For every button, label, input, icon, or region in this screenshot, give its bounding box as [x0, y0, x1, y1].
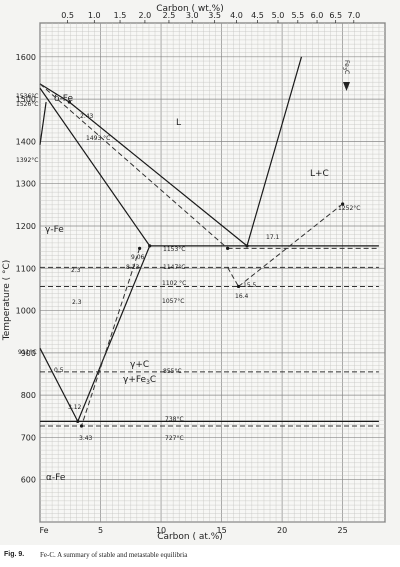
invariant-point: [226, 246, 230, 250]
top-tick-label: 0.5: [61, 11, 74, 20]
top-tick-label: 6.0: [311, 11, 324, 20]
top-tick-label: 6.5: [329, 11, 342, 20]
label-17-1: 17.1: [266, 234, 280, 241]
bottom-tick-label: 5: [98, 526, 103, 535]
label-1392c: 1392°C: [16, 157, 38, 164]
metastable-boundary-line: [81, 248, 141, 427]
label-738c: 738°C: [165, 416, 184, 423]
label-1057c: 1057°C: [162, 298, 184, 305]
label-9-06: 9.06: [131, 254, 145, 261]
label-1147c: 1147°C: [163, 264, 185, 271]
label-0-5: 0.5: [54, 367, 64, 374]
stable-boundary-line: [246, 56, 303, 247]
top-tick-label: 3.5: [208, 11, 221, 20]
caption-fig-label: Fig. 9.: [4, 551, 25, 558]
left-axis-title: Temperature ( °C): [2, 260, 12, 342]
top-tick-label: 4.5: [251, 11, 264, 20]
top-tick-label: 5.0: [272, 11, 285, 20]
gamma-graphite-label: γ+C: [130, 360, 149, 370]
axis-tick-labels: Fe 5 10 15 20 25 600 700 800 900 1000 1100 1200 1300 1…: [16, 11, 361, 535]
left-tick-label: 1400: [16, 137, 36, 146]
metastable-boundary-line: [39, 83, 228, 249]
fe3c-marker: Fe3C: [341, 60, 350, 74]
top-tick-label: 2.0: [139, 11, 152, 20]
left-tick-label: 1100: [16, 264, 36, 273]
metastable-boundary-line: [227, 267, 239, 287]
label-727c: 727°C: [165, 435, 184, 442]
invariant-point: [76, 419, 80, 423]
top-tick-label: 7.0: [347, 11, 360, 20]
bottom-tick-label: 15: [216, 526, 226, 535]
left-tick-label: 700: [21, 433, 36, 442]
stable-boundary-line: [69, 101, 248, 247]
invariant-point: [236, 284, 241, 289]
label-15-5: 15.5: [243, 282, 257, 289]
label-2-43-top: 2.43: [80, 113, 94, 120]
label-2-3-upper: 2.3: [71, 267, 81, 274]
bottom-tick-label: 25: [338, 526, 348, 535]
label-1493c: 1493 °C: [86, 135, 110, 142]
figure-caption: Fig. 9. Fe-C. A summary of stable and me…: [0, 545, 400, 567]
label-1102c: 1102 °C: [162, 280, 186, 287]
liquid-label: L: [176, 118, 181, 128]
label-8-23: 8.23: [126, 264, 140, 271]
left-tick-label: 900: [21, 349, 36, 358]
label-1536c: 1536°C: [16, 93, 38, 100]
bottom-tick-label: 20: [277, 526, 287, 535]
stable-boundary-line: [39, 87, 151, 247]
stable-boundary-line: [39, 347, 79, 422]
fe3c-arrow-icon: [343, 82, 350, 91]
left-tick-label: 1200: [16, 222, 36, 231]
label-3-12: 3.12: [68, 404, 82, 411]
left-tick-label: 600: [21, 476, 36, 485]
bottom-tick-label: Fe: [39, 526, 48, 535]
top-axis-title: Carbon ( wt.%): [156, 4, 223, 14]
invariant-point: [245, 244, 249, 248]
delta-fe-label: δ-Fe: [54, 94, 73, 104]
top-tick-label: 1.5: [114, 11, 127, 20]
invariant-point: [148, 244, 152, 248]
left-tick-label: 1600: [16, 53, 36, 62]
left-tick-label: 1300: [16, 180, 36, 189]
left-tick-label: 1000: [16, 307, 36, 316]
top-tick-label: 1.0: [88, 11, 101, 20]
left-tick-label: 800: [21, 391, 36, 400]
caption-text: Fe-C. A summary of stable and metastable…: [40, 551, 188, 559]
invariant-point: [79, 424, 84, 428]
bottom-tick-label: 10: [156, 526, 166, 535]
alpha-fe-label: α-Fe: [46, 473, 66, 483]
label-1153c: 1153°C: [163, 246, 185, 253]
phase-boundaries: [39, 56, 379, 428]
top-tick-label: 2.5: [163, 11, 176, 20]
bottom-axis-title: Carbon ( at.%): [157, 532, 223, 542]
label-16-4: 16.4: [235, 293, 249, 300]
stable-boundary-line: [39, 83, 70, 103]
top-tick-label: 5.5: [291, 11, 304, 20]
invariant-point: [138, 246, 142, 250]
label-1526c: 1526°C: [16, 101, 38, 108]
stable-boundary-line: [39, 102, 47, 145]
gamma-fe-label: γ-Fe: [45, 225, 64, 235]
liquid-graphite-label: L+C: [310, 169, 329, 179]
invariant-point: [67, 100, 72, 104]
top-tick-label: 4.0: [230, 11, 243, 20]
diagram-grid: [39, 22, 386, 523]
label-855c: 855°C: [163, 368, 182, 375]
invariant-point: [341, 202, 345, 206]
stable-boundary-line: [77, 245, 151, 422]
label-1252c: 1252°C: [338, 205, 360, 212]
top-tick-label: 3.0: [186, 11, 199, 20]
metastable-boundary-line: [238, 203, 343, 287]
label-3-43: 3.43: [79, 435, 93, 442]
gamma-cementite-label: γ+Fe3C: [123, 375, 156, 386]
label-911c: 911°C: [18, 349, 37, 356]
label-2-3-lower: 2.3: [72, 299, 82, 306]
left-tick-label: 1500: [16, 95, 36, 104]
